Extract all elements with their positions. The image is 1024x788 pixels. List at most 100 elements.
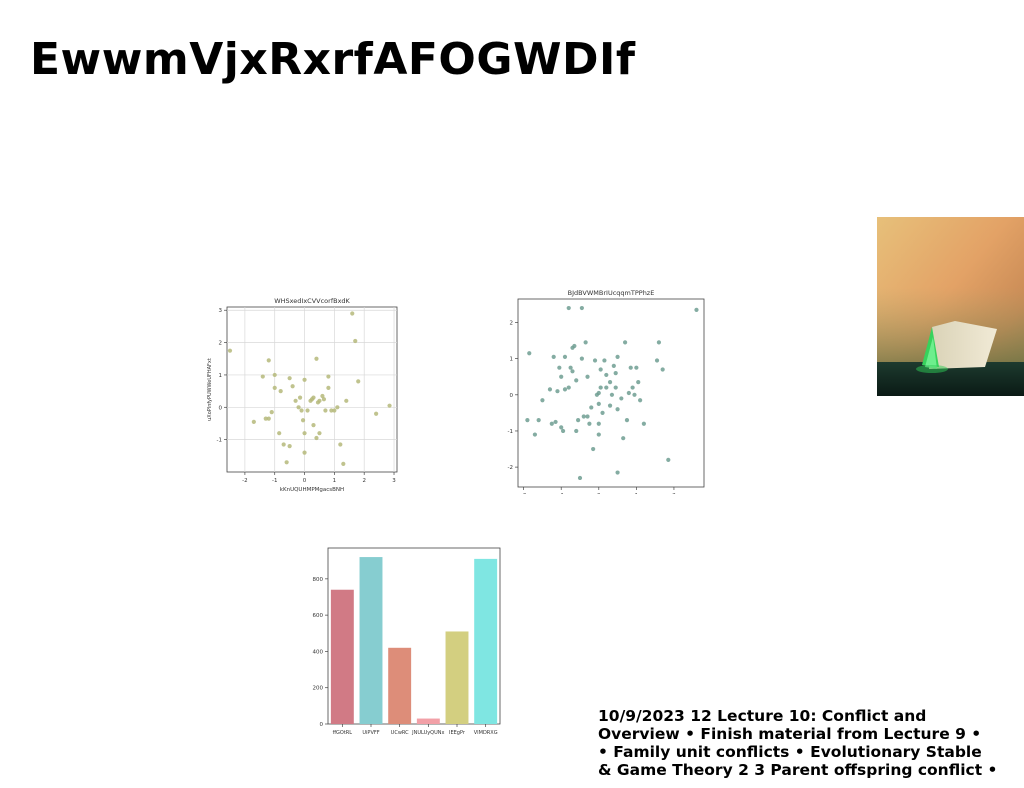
data-point [634, 365, 639, 370]
data-point [326, 374, 331, 379]
data-point [341, 461, 346, 467]
chart-title: BJdBVWMBrIUcqqmTPPhzE [568, 289, 655, 297]
x-tick-label: 3 [392, 478, 396, 484]
x-axis-label: kKnUQUHMPMgacsBNH [280, 487, 344, 493]
data-point [602, 358, 607, 363]
data-point [302, 431, 307, 436]
x-tick-label: ffGOtRL [333, 730, 353, 736]
bar [416, 718, 440, 724]
data-point [615, 470, 620, 475]
data-point [609, 392, 615, 397]
y-tick-label: 3 [219, 308, 223, 314]
y-tick-label: 1 [219, 373, 223, 379]
data-point [600, 410, 605, 415]
data-point [287, 376, 292, 381]
x-tick-label: IEEgPr [449, 730, 466, 736]
y-axis-label: uXoPlnfyPUWWeUFHAFxt [207, 358, 213, 421]
data-point [263, 416, 268, 421]
data-point [297, 395, 303, 400]
data-point [320, 393, 325, 399]
data-point [585, 374, 590, 379]
data-point [290, 384, 295, 389]
data-point [374, 411, 379, 416]
data-point [311, 422, 316, 428]
data-point [562, 387, 568, 392]
data-point [278, 389, 283, 394]
data-point [660, 367, 665, 372]
x-tick-label: VIMDRXG [474, 730, 498, 736]
data-point [632, 392, 637, 397]
scatter-chart-2: -2 -1 0 1 2 -2 -1 0 1 2 BJdBVWMBrIUcqqmTPPhzE [508, 289, 705, 494]
data-point [583, 340, 588, 345]
bar-chart: 0 200 400 600 800 ffGOtRL UiPVFF UCwRC JNULUyQUN… [313, 547, 501, 736]
data-point [615, 354, 620, 359]
y-tick-label: 1 [510, 357, 514, 363]
data-point [302, 377, 307, 382]
data-point [666, 457, 671, 462]
data-point [553, 419, 558, 425]
y-tick-label: 400 [313, 649, 324, 655]
data-point [555, 389, 560, 394]
data-point [317, 398, 322, 403]
data-point [559, 374, 564, 379]
x-tick-label: 0 [303, 478, 307, 484]
data-point [551, 354, 556, 359]
data-point [314, 435, 319, 441]
lecture-footer: 10/9/2023 12 Lecture 10: Conflict and Ov… [598, 707, 1018, 779]
y-tick-label: -1 [508, 429, 513, 435]
footer-line-1: 10/9/2023 12 Lecture 10: Conflict and [598, 707, 927, 725]
data-point [332, 408, 337, 413]
data-point [622, 340, 628, 345]
data-point [532, 432, 538, 437]
data-point [613, 385, 618, 390]
data-point [305, 408, 310, 413]
data-point [266, 416, 271, 421]
data-point [560, 428, 566, 434]
data-point [547, 387, 553, 392]
data-point [630, 385, 635, 390]
y-tick-label: 0 [219, 405, 223, 411]
x-tick-label: 0 [597, 493, 601, 494]
data-point [619, 396, 624, 401]
data-point [356, 379, 361, 384]
chart-title: WHSxedIxCVVcorfBxdK [274, 297, 350, 305]
data-point [540, 398, 545, 403]
x-tick-label: 1 [635, 493, 639, 494]
y-tick-label: -1 [217, 438, 222, 444]
data-point [293, 398, 298, 403]
x-tick-label: -2 [242, 478, 247, 484]
data-point [287, 444, 292, 449]
bar [388, 647, 412, 724]
data-point [284, 460, 289, 465]
data-point [311, 395, 316, 400]
scatter-chart-1: -2 -1 0 1 2 3 -1 0 1 2 3 WHSxedIxCVVcorfBxdK kKnUQUH… [207, 297, 398, 493]
data-point [281, 442, 286, 447]
data-point [581, 414, 586, 419]
data-point [596, 390, 601, 396]
data-point [613, 371, 618, 376]
data-point [656, 340, 662, 345]
data-point [338, 442, 343, 447]
data-point [570, 369, 575, 374]
data-point [296, 405, 301, 410]
data-point [314, 356, 319, 361]
data-point [527, 351, 532, 356]
bar [474, 558, 498, 724]
data-point [607, 403, 613, 408]
x-tick-label: -1 [558, 493, 563, 494]
data-point [536, 418, 541, 423]
data-point [566, 385, 571, 390]
data-point [299, 408, 304, 413]
data-point [329, 408, 334, 413]
data-point [321, 397, 327, 402]
data-point [272, 372, 277, 378]
data-point [344, 398, 349, 403]
data-point [576, 418, 581, 423]
page-title: EwwmVjxRxrfAFOGWDIf [30, 34, 636, 85]
data-point [572, 343, 577, 349]
x-tick-label: -1 [272, 478, 277, 484]
tent-image [877, 217, 1024, 396]
footer-line-4: & Game Theory 2 3 Parent offspring confl… [598, 761, 998, 779]
data-point [596, 421, 601, 426]
data-point [589, 405, 594, 410]
